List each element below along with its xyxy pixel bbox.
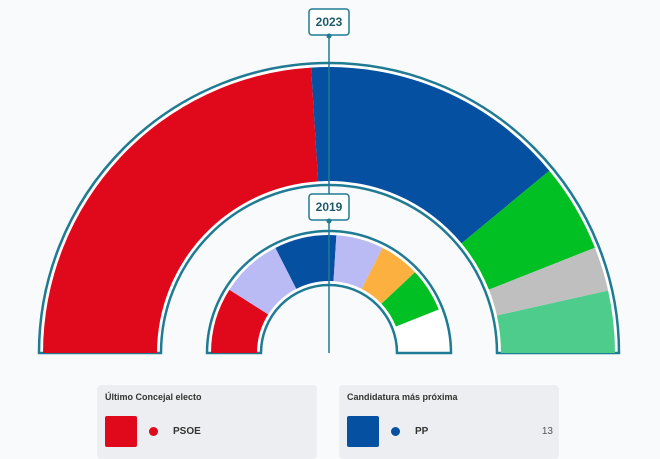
last-councillor-title: Último Concejal electo (105, 392, 202, 402)
hemicycle-slice (311, 67, 550, 244)
hemicycle-slice (211, 289, 269, 353)
year-label-pin (326, 218, 332, 224)
hemicycle-slice (461, 170, 595, 290)
party-dot-icon (149, 427, 158, 436)
party-color-swatch (347, 416, 379, 447)
hemicycle-slice (488, 247, 609, 316)
party-color-swatch (105, 416, 137, 447)
hemicycle-slice (229, 247, 297, 315)
hemicycle-chart: 2023 2019 (37, 8, 621, 355)
year-label: 2019 (316, 200, 343, 214)
next-candidate-party: PP (415, 426, 429, 437)
hemicycle-slice (496, 290, 615, 353)
year-label-pin (326, 33, 332, 39)
last-councillor-party: PSOE (173, 426, 201, 437)
year-label: 2023 (316, 15, 343, 29)
hemicycle-slice (275, 235, 337, 289)
next-candidate-seats: 13 (541, 426, 553, 437)
last-councillor-card: Último Concejal electo PSOE (97, 385, 317, 459)
hemicycle-slice (43, 67, 319, 353)
hemicycle-slice (361, 247, 416, 304)
party-dot-icon (391, 427, 400, 436)
next-candidate-title: Candidatura más próxima (347, 392, 458, 402)
hemicycle-slice (381, 272, 439, 327)
hemicycle-slice (333, 235, 383, 289)
next-candidate-card: Candidatura más próxima PP 13 (339, 385, 559, 459)
